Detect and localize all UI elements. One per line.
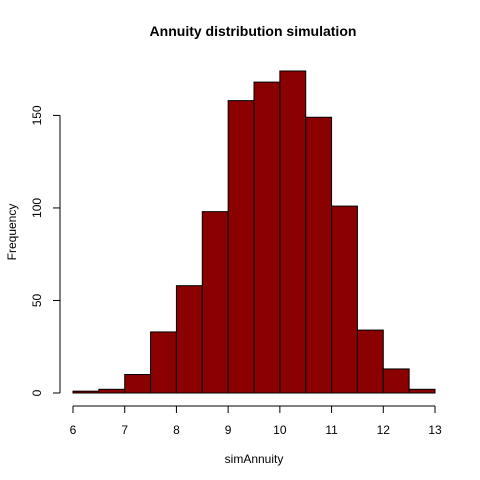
- y-axis-label: Frequency: [5, 204, 19, 261]
- histogram-bar: [305, 116, 333, 394]
- x-tick-label: 12: [377, 423, 391, 437]
- x-tick-label: 9: [225, 423, 232, 437]
- y-tick-label: 100: [30, 198, 44, 218]
- histogram-bar: [382, 368, 410, 394]
- bars-group: [72, 70, 436, 394]
- x-tick-label: 7: [121, 423, 128, 437]
- histogram-bar: [331, 205, 358, 394]
- x-tick-label: 13: [428, 423, 442, 437]
- histogram-bar: [279, 70, 307, 394]
- x-tick-label: 6: [70, 423, 77, 437]
- x-axis: 6 7 8 9 10 11 12 13: [70, 405, 442, 437]
- histogram-bar: [175, 285, 203, 394]
- x-tick-label: 10: [273, 423, 287, 437]
- histogram-bar: [150, 331, 177, 394]
- x-axis-label: simAnnuity: [225, 452, 284, 466]
- y-axis: 0 50 100 150: [30, 105, 61, 396]
- x-tick-label: 11: [325, 423, 338, 437]
- y-tick-label: 50: [30, 293, 44, 307]
- histogram-bar: [227, 100, 255, 394]
- chart-title: Annuity distribution simulation: [150, 23, 357, 39]
- histogram-bar: [253, 81, 281, 394]
- histogram-bar: [124, 373, 152, 394]
- histogram-bar: [72, 390, 100, 394]
- histogram-bar: [201, 211, 229, 394]
- x-tick-label: 8: [173, 423, 180, 437]
- histogram-bar: [356, 329, 384, 394]
- y-tick-label: 0: [30, 389, 44, 396]
- histogram-bar: [98, 388, 126, 394]
- y-tick-label: 150: [30, 105, 44, 125]
- histogram-bar: [408, 388, 436, 394]
